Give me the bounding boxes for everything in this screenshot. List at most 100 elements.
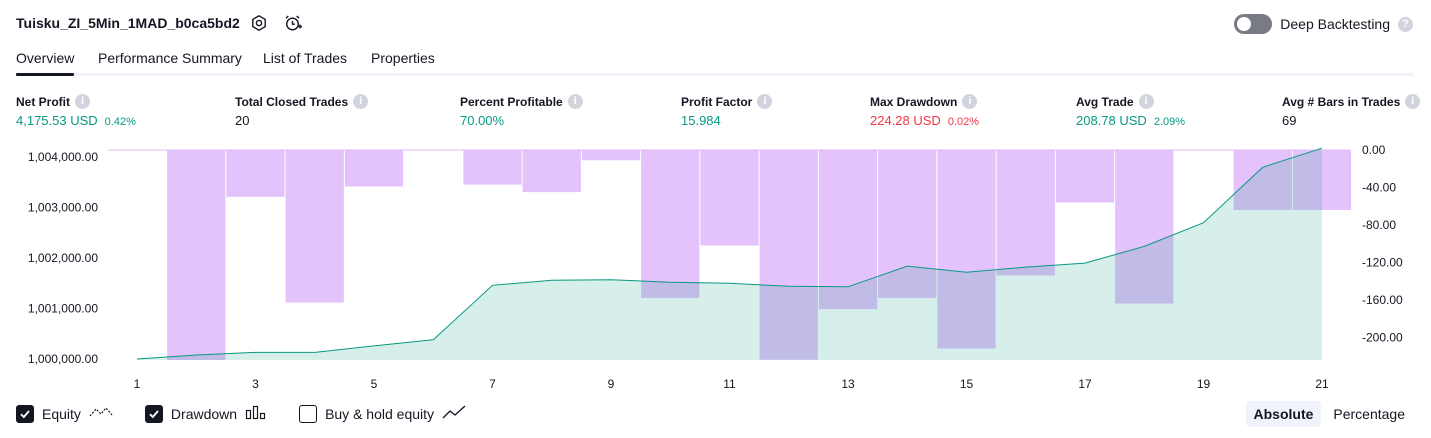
right-axis-tick: -80.00 (1362, 218, 1396, 232)
metric-label: Percent Profitable (460, 94, 563, 109)
metric-value: 15.984 (681, 113, 721, 128)
drawdown-bar (285, 150, 344, 303)
drawdown-bar (818, 150, 878, 310)
metric-label: Avg Trade (1076, 94, 1134, 109)
drawdown-bar (1055, 150, 1115, 203)
metric-percent: 2.09% (1153, 116, 1186, 128)
x-axis-tick: 19 (1197, 377, 1211, 391)
info-icon[interactable]: i (757, 94, 773, 109)
metric-value: 70.00% (460, 113, 505, 128)
legend-buy-hold-equity[interactable]: Buy & hold equity (299, 404, 466, 425)
drawdown-bar (700, 150, 759, 246)
info-icon[interactable]: i (353, 94, 369, 109)
drawdown-bar (167, 150, 226, 360)
equity-line-icon (89, 404, 113, 425)
metric-value: 208.78 USD (1076, 113, 1147, 128)
left-axis-tick: 1,004,000.00 (28, 150, 98, 164)
deep-backtesting-control: Deep Backtesting ? (1234, 13, 1413, 35)
drawdown-bar (759, 150, 818, 360)
equity-drawdown-chart[interactable]: 1,004,000.00 1,003,000.00 1,002,000.00 1,00… (0, 140, 1431, 395)
left-axis-tick: 1,003,000.00 (28, 201, 98, 215)
metric-avg-trade: Avg Trade i 208.78 USD 2.09% (1076, 94, 1185, 128)
metric-max-drawdown: Max Drawdown i 224.28 USD 0.02% (870, 94, 979, 128)
metric-label: Avg # Bars in Trades (1282, 94, 1401, 109)
metric-percent-profitable: Percent Profitable i 70.00% (460, 94, 583, 128)
legend-label: Drawdown (170, 406, 238, 422)
drawdown-bar (996, 150, 1055, 276)
metric-value: 4,175.53 USD (16, 113, 98, 128)
scale-mode-switch: Absolute Percentage (1245, 400, 1414, 428)
left-axis-tick: 1,000,000.00 (28, 352, 98, 366)
metric-value: 224.28 USD (870, 113, 941, 128)
info-icon[interactable]: i (962, 94, 978, 109)
legend-label: Buy & hold equity (325, 406, 435, 422)
checkbox-checked[interactable] (144, 405, 163, 423)
info-icon[interactable]: i (567, 94, 583, 109)
right-axis-tick: -160.00 (1362, 293, 1403, 307)
report-tabs: Overview Performance Summary List of Tra… (16, 46, 1414, 76)
legend-label: Equity (42, 406, 81, 422)
x-axis-tick: 1 (134, 377, 141, 391)
tab-list-of-trades[interactable]: List of Trades (263, 50, 348, 66)
x-axis-tick: 9 (608, 377, 615, 391)
question-icon[interactable]: ? (1398, 16, 1413, 32)
left-axis-tick: 1,002,000.00 (28, 251, 98, 265)
absolute-mode-button[interactable]: Absolute (1245, 401, 1322, 427)
info-icon[interactable]: i (1138, 94, 1154, 109)
metric-label: Total Closed Trades (235, 94, 349, 109)
info-icon[interactable]: i (75, 94, 90, 109)
metric-net-profit: Net Profit i 4,175.53 USD 0.42% (16, 94, 136, 128)
equity-area (137, 148, 1322, 360)
deep-backtesting-label: Deep Backtesting (1280, 16, 1390, 32)
x-axis-tick: 21 (1315, 377, 1329, 391)
strategy-title: Tuisku_ZI_5Min_1MAD_b0ca5bd2 (16, 15, 240, 31)
drawdown-bar (1233, 150, 1292, 210)
x-axis-tick: 7 (489, 377, 496, 391)
x-axis-tick: 3 (252, 377, 259, 391)
x-axis-tick: 11 (723, 377, 736, 391)
tab-properties[interactable]: Properties (371, 50, 435, 66)
x-axis-tick: 5 (371, 377, 378, 391)
metric-avg-bars-in-trades: Avg # Bars in Trades i 69 (1282, 94, 1421, 128)
alarm-clock-plus-icon[interactable] (283, 13, 303, 33)
drawdown-bar (641, 150, 700, 298)
metric-label: Profit Factor (681, 94, 753, 109)
drawdown-bar (937, 150, 996, 349)
right-axis-tick: -40.00 (1362, 180, 1396, 194)
legend-drawdown[interactable]: Drawdown (144, 404, 267, 425)
metric-value: 69 (1282, 113, 1297, 128)
drawdown-bar (226, 150, 285, 197)
tab-performance-summary[interactable]: Performance Summary (98, 50, 242, 66)
deep-backtesting-toggle[interactable] (1234, 14, 1273, 34)
metric-label: Net Profit (16, 94, 70, 109)
left-axis-tick: 1,001,000.00 (28, 302, 98, 316)
percentage-mode-button[interactable]: Percentage (1333, 406, 1405, 422)
x-axis-tick: 15 (960, 377, 974, 391)
metric-label: Max Drawdown (870, 94, 958, 109)
trend-line-icon (442, 404, 466, 425)
legend-equity[interactable]: Equity (16, 404, 113, 425)
x-axis-tick: 13 (841, 377, 855, 391)
checkbox-checked[interactable] (16, 405, 34, 423)
metric-total-closed-trades: Total Closed Trades i 20 (235, 94, 369, 128)
drawdown-bar (463, 150, 522, 185)
info-icon[interactable]: i (1405, 94, 1421, 109)
toggle-knob (1237, 17, 1252, 31)
gear-icon[interactable] (249, 13, 269, 33)
checkbox-unchecked[interactable] (299, 405, 318, 423)
drawdown-bar (581, 150, 641, 161)
x-axis-tick: 17 (1078, 377, 1092, 391)
drawdown-bars-icon (245, 404, 267, 425)
strategy-header: Tuisku_ZI_5Min_1MAD_b0ca5bd2 Deep Backte… (0, 0, 1431, 46)
metric-value: 20 (235, 113, 250, 128)
metric-percent: 0.42% (104, 116, 136, 128)
right-axis-tick: -120.00 (1362, 255, 1403, 269)
chart-legend: Equity Drawdown Buy & hold equity (16, 403, 498, 425)
tab-overview[interactable]: Overview (16, 50, 75, 76)
equity-line (136, 147, 1323, 360)
right-axis-tick: -200.00 (1362, 330, 1403, 344)
drawdown-bar (344, 150, 404, 187)
drawdown-bar (1292, 150, 1352, 210)
metric-profit-factor: Profit Factor i 15.984 (681, 94, 773, 128)
metric-percent: 0.02% (947, 116, 980, 128)
